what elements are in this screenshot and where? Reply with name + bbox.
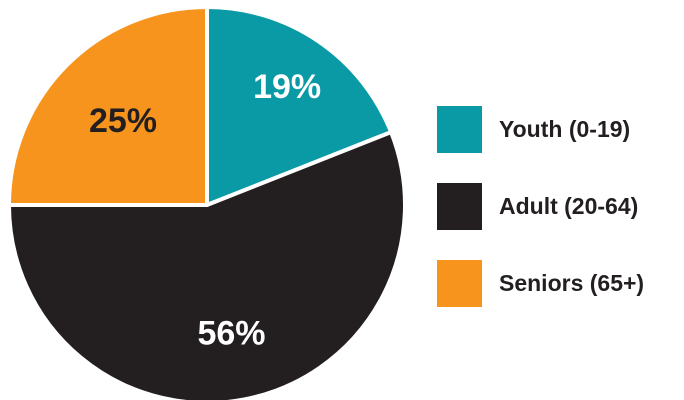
legend: Youth (0-19) Adult (20-64) Seniors (65+) [437,106,644,337]
pie-slice-label-seniors: 25% [89,102,157,140]
legend-item-seniors: Seniors (65+) [437,260,644,307]
legend-swatch-adult [437,183,482,230]
legend-label-adult: Adult (20-64) [499,193,639,219]
legend-swatch-seniors [437,260,482,307]
pie-chart: 19% 56% 25% [7,5,407,400]
legend-label-seniors: Seniors (65+) [499,270,645,296]
legend-swatch-youth [437,106,482,153]
legend-label-youth: Youth (0-19) [499,116,631,142]
pie-slice-seniors [7,5,209,207]
legend-item-adult: Adult (20-64) [437,183,644,230]
pie-slice-label-youth: 19% [253,68,321,106]
pie-slice-label-adult: 56% [197,314,265,352]
pie-slice-youth [205,5,394,207]
legend-item-youth: Youth (0-19) [437,106,644,153]
pie-slice-adult [7,130,407,400]
